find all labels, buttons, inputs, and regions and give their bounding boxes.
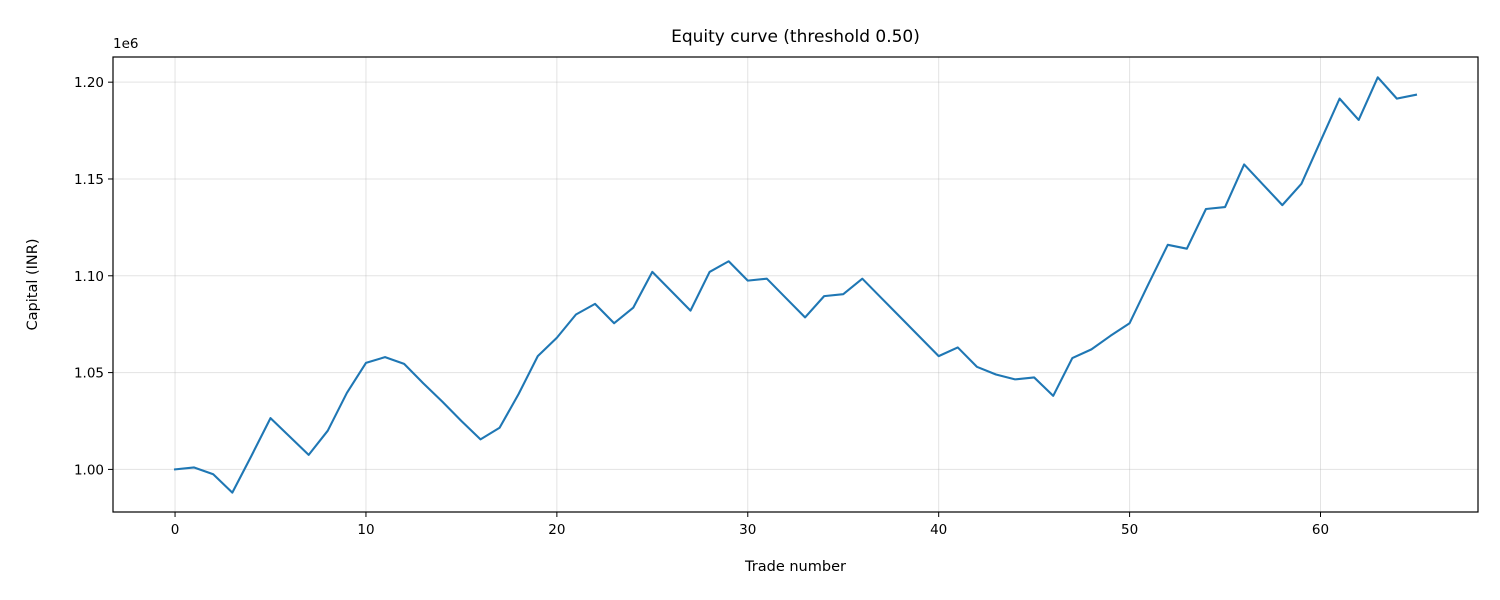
chart-title: Equity curve (threshold 0.50): [671, 27, 920, 47]
x-tick-label: 60: [1312, 522, 1329, 538]
x-tick-label: 20: [548, 522, 565, 538]
x-axis-label: Trade number: [744, 559, 846, 575]
ticks: 0 10 20 30 40 50 60 1.00 1.05 1.10 1.15 1.20: [74, 75, 1329, 538]
x-tick-label: 50: [1121, 522, 1138, 538]
y-tick-label: 1.10: [74, 269, 104, 285]
y-tick-label: 1.05: [74, 366, 104, 382]
series-layer: [173, 76, 1418, 494]
axes-frame: [112, 56, 1479, 513]
x-tick-label: 30: [739, 522, 756, 538]
x-tick-label: 40: [930, 522, 947, 538]
y-axis-offset-label: 1e6: [113, 36, 138, 52]
x-tick-label: 0: [171, 522, 180, 538]
y-axis-label: Capital (INR): [25, 239, 41, 331]
grid: [113, 57, 1478, 512]
y-tick-label: 1.15: [74, 172, 104, 188]
equity-line: [173, 76, 1418, 494]
y-tick-label: 1.20: [74, 75, 104, 91]
x-tick-label: 10: [357, 522, 374, 538]
y-tick-label: 1.00: [74, 462, 104, 478]
